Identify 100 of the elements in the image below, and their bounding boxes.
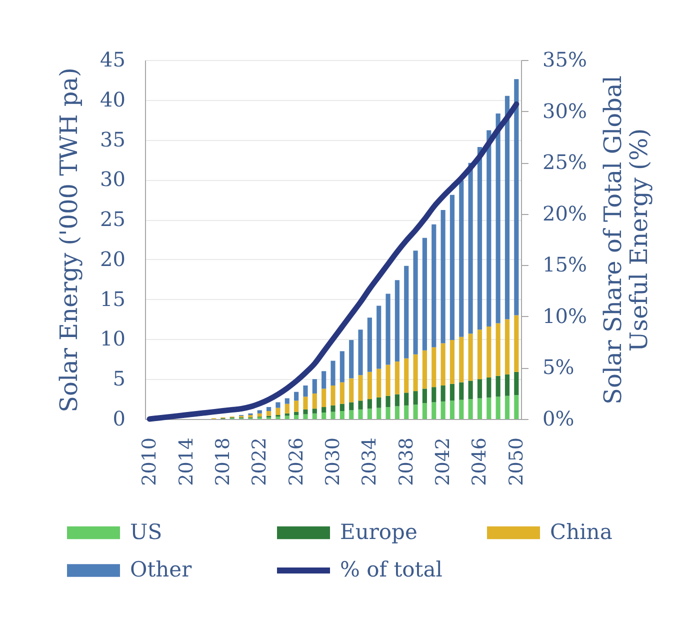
bar bbox=[312, 393, 317, 409]
bar bbox=[266, 411, 272, 416]
bar bbox=[322, 412, 326, 419]
bar bbox=[376, 408, 382, 419]
bar bbox=[349, 340, 354, 378]
bar bbox=[367, 399, 372, 409]
legend-label: Other bbox=[130, 558, 193, 582]
bar bbox=[284, 398, 290, 404]
bar bbox=[514, 315, 519, 372]
bar bbox=[358, 400, 363, 410]
bar bbox=[504, 396, 510, 419]
bar bbox=[486, 326, 492, 378]
bar bbox=[486, 130, 492, 326]
bar bbox=[468, 380, 473, 400]
bar bbox=[422, 238, 427, 350]
y2-tick-label: 5% bbox=[542, 355, 574, 380]
bar bbox=[422, 350, 427, 389]
bar bbox=[294, 400, 299, 412]
bar bbox=[312, 379, 317, 394]
bar bbox=[257, 413, 262, 417]
legend-label: US bbox=[130, 520, 162, 544]
bar bbox=[386, 364, 390, 396]
bar bbox=[468, 162, 473, 334]
bar bbox=[504, 374, 510, 396]
x-tick-label: 2050 bbox=[505, 438, 528, 486]
bar bbox=[386, 396, 390, 408]
y2-tick-label: 35% bbox=[542, 48, 587, 72]
y-tick-label: 5 bbox=[112, 366, 126, 391]
legend-label: China bbox=[550, 520, 612, 544]
bar bbox=[477, 398, 482, 419]
bar bbox=[367, 318, 372, 372]
bar bbox=[340, 351, 344, 382]
bar bbox=[340, 404, 344, 412]
bar bbox=[349, 378, 354, 402]
bar bbox=[404, 358, 409, 393]
bar bbox=[312, 413, 317, 419]
y2-tick-label: 25% bbox=[542, 150, 587, 174]
bar bbox=[257, 410, 262, 414]
bar bbox=[413, 250, 418, 354]
bar bbox=[459, 336, 464, 382]
bar bbox=[303, 396, 308, 410]
bar bbox=[496, 113, 500, 324]
bar bbox=[477, 379, 482, 398]
bar bbox=[349, 410, 354, 419]
y-tick-label: 15 bbox=[100, 286, 126, 311]
x-tick-label: 2026 bbox=[285, 438, 308, 486]
bar bbox=[404, 392, 409, 406]
bar bbox=[432, 387, 436, 402]
x-tick-label: 2014 bbox=[175, 438, 198, 486]
bar bbox=[386, 294, 390, 365]
bar bbox=[477, 330, 482, 380]
bar bbox=[486, 378, 492, 398]
bar bbox=[394, 362, 400, 394]
y2-tick-label: 10% bbox=[542, 304, 587, 328]
bar bbox=[404, 266, 409, 358]
x-tick-label: 2022 bbox=[248, 438, 271, 486]
y2-axis-title: Solar Share of Total Global Useful Energy (%) bbox=[598, 76, 653, 404]
x-tick-label: 2046 bbox=[468, 438, 491, 486]
y-tick-label: 40 bbox=[100, 87, 126, 112]
y2-tick-label: 0% bbox=[542, 406, 574, 430]
bar bbox=[376, 368, 382, 398]
bar bbox=[322, 388, 326, 408]
bar bbox=[358, 409, 363, 419]
bar bbox=[450, 194, 455, 340]
y-tick-label: 35 bbox=[100, 127, 126, 152]
bar bbox=[486, 397, 492, 419]
bar bbox=[322, 371, 326, 389]
bar bbox=[504, 96, 510, 320]
bar bbox=[440, 343, 446, 386]
bar bbox=[376, 306, 382, 369]
bar bbox=[432, 347, 436, 388]
bar bbox=[459, 382, 464, 400]
y2-tick-label: 15% bbox=[542, 252, 587, 277]
bar bbox=[322, 407, 326, 413]
bar bbox=[432, 402, 436, 419]
bar bbox=[440, 385, 446, 402]
bar bbox=[376, 397, 382, 408]
bar bbox=[303, 409, 308, 414]
y-tick-label: 10 bbox=[100, 326, 126, 351]
bar bbox=[330, 405, 336, 412]
bar bbox=[349, 402, 354, 410]
bar bbox=[496, 396, 500, 419]
y-tick-label: 25 bbox=[100, 207, 126, 232]
bar bbox=[432, 224, 436, 348]
bar bbox=[496, 323, 500, 376]
bar bbox=[266, 407, 272, 412]
y-tick-label: 45 bbox=[100, 48, 126, 72]
bar bbox=[504, 319, 510, 374]
bar bbox=[276, 402, 280, 408]
x-tick-label: 2034 bbox=[358, 438, 381, 486]
bar bbox=[459, 400, 464, 419]
bar bbox=[440, 210, 446, 344]
bar bbox=[340, 411, 344, 419]
bar bbox=[450, 340, 455, 384]
bar bbox=[514, 395, 519, 419]
bar bbox=[284, 404, 290, 414]
bar bbox=[340, 382, 344, 404]
bar bbox=[312, 408, 317, 414]
bar bbox=[303, 414, 308, 419]
bar bbox=[413, 404, 418, 419]
